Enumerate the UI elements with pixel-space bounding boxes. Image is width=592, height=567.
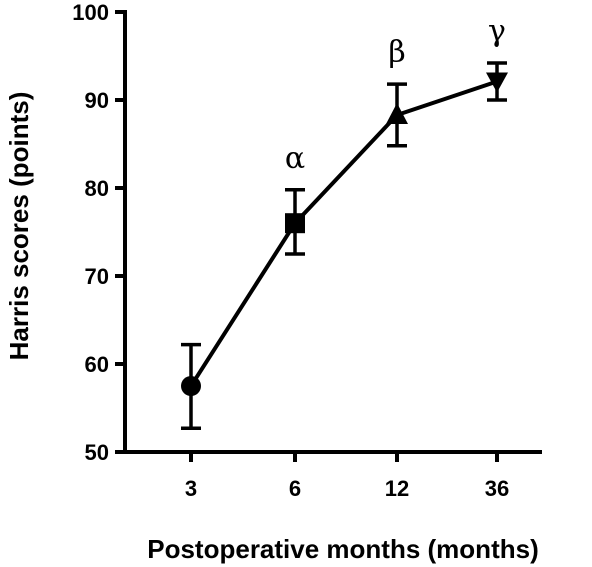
x-tick-label: 12	[385, 476, 409, 501]
y-tick-label: 80	[85, 176, 109, 201]
y-tick-label: 100	[72, 0, 109, 25]
x-tick-label: 36	[485, 476, 509, 501]
significance-annotation: α	[285, 141, 305, 176]
y-tick-label: 50	[85, 440, 109, 465]
x-axis-title: Postoperative months (months)	[147, 534, 538, 564]
y-tick-label: 90	[85, 88, 109, 113]
y-tick-label: 60	[85, 352, 109, 377]
data-point-circle	[181, 376, 201, 396]
y-axis: 50 60 70 80 90 100	[72, 0, 127, 465]
x-tick-label: 6	[289, 476, 301, 501]
series-line	[189, 79, 498, 388]
y-axis-title: Harris scores (points)	[4, 92, 34, 361]
series: α β γ	[181, 14, 508, 430]
x-axis: 3 6 12 36	[123, 450, 542, 501]
data-point-triangle-down	[486, 72, 508, 93]
x-tick-label: 3	[185, 476, 197, 501]
data-point-square	[285, 213, 305, 234]
y-tick-label: 70	[85, 264, 109, 289]
significance-annotation: β	[388, 35, 405, 70]
significance-annotation: γ	[488, 14, 506, 49]
data-point-triangle-up	[386, 102, 408, 124]
